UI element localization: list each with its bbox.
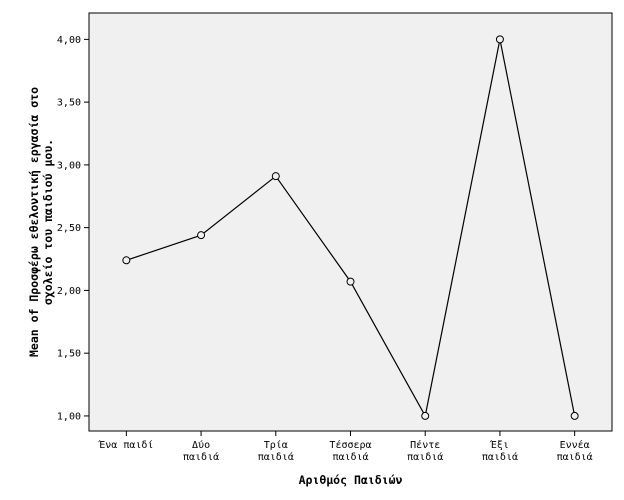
y-tick-label: 3,00: [57, 160, 81, 171]
y-tick-label: 1,50: [57, 349, 81, 360]
x-tick-label: Εννέα παιδιά: [557, 439, 593, 463]
x-tick-label: Τρία παιδιά: [258, 439, 294, 463]
x-tick-label: Δύο παιδιά: [183, 439, 219, 463]
y-tick-label: 1,00: [57, 411, 81, 422]
y-tick-label: 2,00: [57, 286, 81, 297]
x-tick-label: Πέντε παιδιά: [407, 439, 443, 463]
y-tick-label: 2,50: [57, 223, 81, 234]
plot-area: [88, 12, 613, 432]
x-tick-label: Ένα παιδί: [97, 439, 153, 451]
data-point: [570, 411, 579, 420]
x-axis-title: Αριθμός Παιδιών: [299, 473, 403, 487]
data-point: [271, 172, 280, 181]
data-point: [122, 256, 131, 265]
data-point: [346, 277, 355, 286]
y-tick-label: 3,50: [57, 98, 81, 109]
data-point: [197, 231, 206, 240]
x-axis: Ένα παιδί Δύο παιδιά Τρία παιδιά Τέσσερα παιδι…: [97, 431, 593, 463]
data-point: [495, 35, 504, 44]
data-points: [122, 35, 579, 420]
x-tick-label: Τέσσερα παιδιά: [329, 439, 371, 463]
data-point: [421, 411, 430, 420]
y-axis: 1,00 1,50 2,00 2,50 3,00 3,50 4,00: [57, 35, 89, 422]
y-tick-label: 4,00: [57, 35, 81, 46]
y-axis-title: Mean of Προσφέρω εθελοντική εργασία στοσ…: [27, 87, 55, 357]
x-tick-label: Έξι παιδιά: [482, 439, 518, 463]
